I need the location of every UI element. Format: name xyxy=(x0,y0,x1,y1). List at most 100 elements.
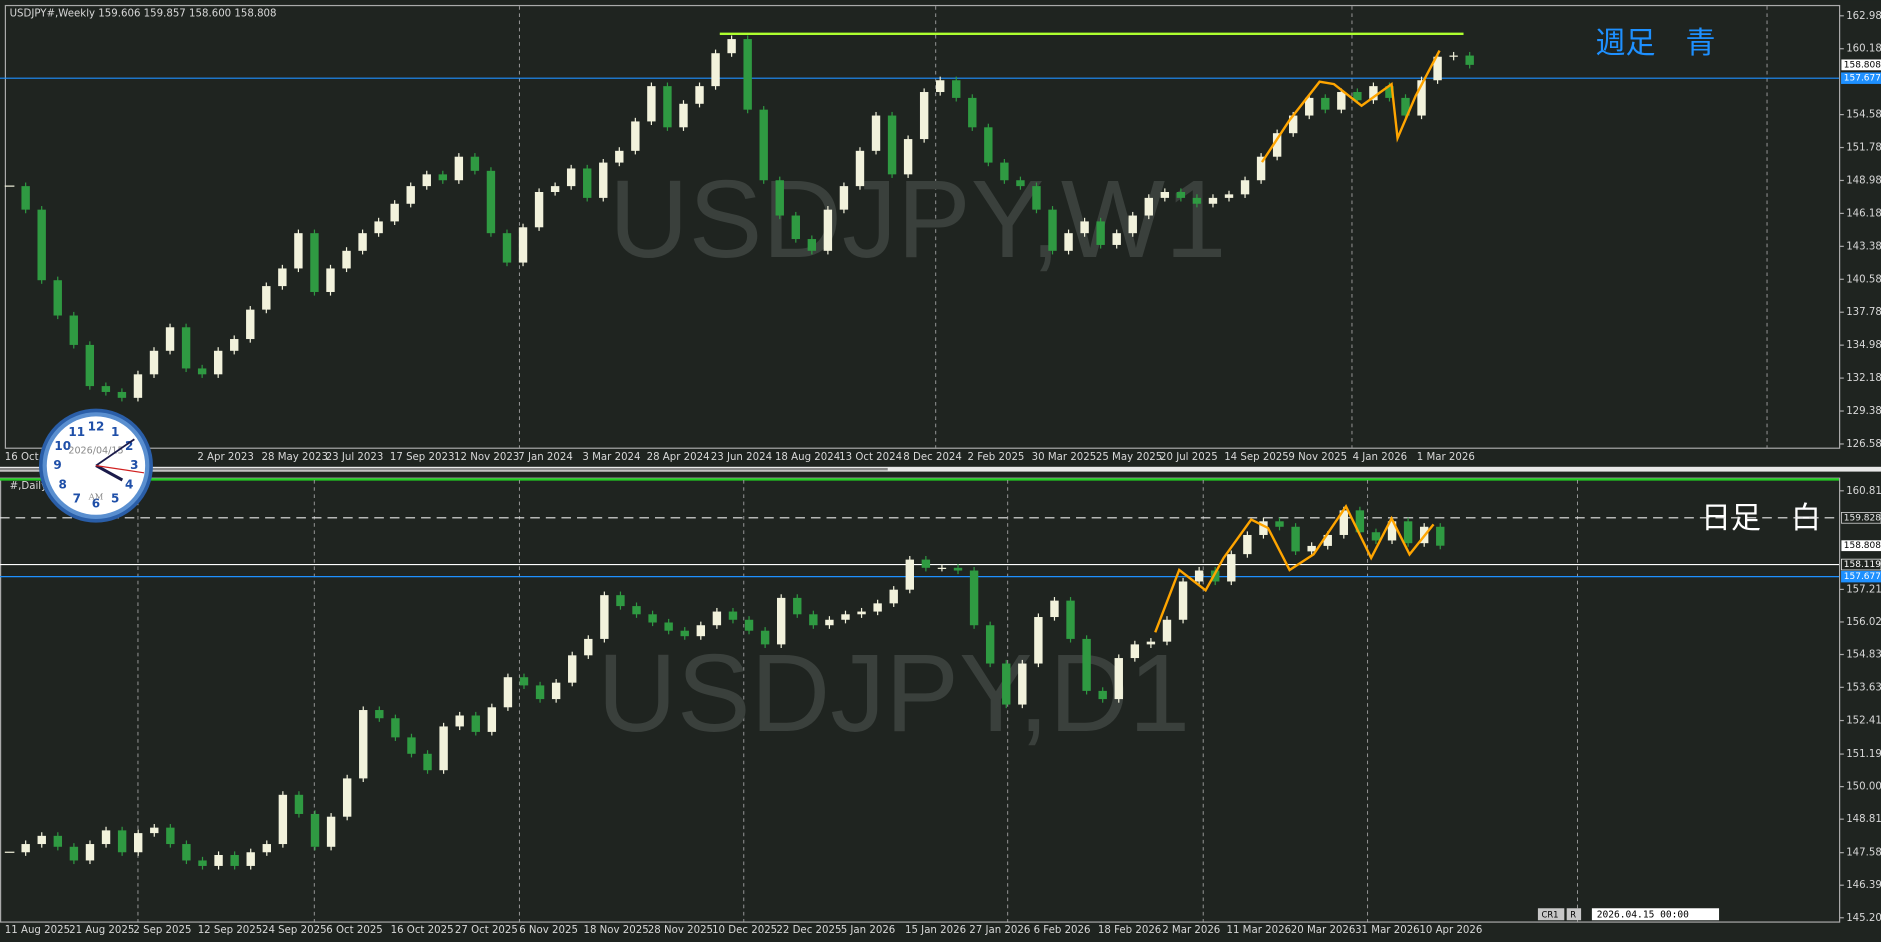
candle xyxy=(647,86,656,122)
candle xyxy=(390,203,399,222)
candle xyxy=(1403,521,1413,544)
candle xyxy=(743,39,752,110)
candle xyxy=(262,286,271,310)
status-box xyxy=(1566,908,1582,921)
plot-layer: USDJPY,W1 USDJPY#,Weekly 159.606 159.857 … xyxy=(0,6,1881,936)
x-tick-label: 6 Feb 2026 xyxy=(1034,925,1091,936)
y-tick-label: 143.380 xyxy=(1846,241,1881,252)
candle xyxy=(117,830,127,853)
candle xyxy=(21,186,30,210)
y-tick-label: 126.580 xyxy=(1846,439,1881,450)
candle xyxy=(968,97,977,128)
candle xyxy=(599,162,608,198)
candle xyxy=(1160,192,1170,198)
status-item: CR1 xyxy=(1542,909,1559,919)
overlay-layer: 157.677 158.808 159.828 158.119 157.677 158.8… xyxy=(38,59,1881,921)
clock-numeral: 5 xyxy=(111,491,119,505)
x-tick-label: 18 Aug 2024 xyxy=(775,452,840,463)
candle xyxy=(1192,197,1202,204)
candle xyxy=(407,737,416,754)
candle xyxy=(695,86,704,104)
candle xyxy=(1064,233,1073,251)
x-tick-label: 30 Mar 2025 xyxy=(1032,452,1097,463)
x-tick-label: 27 Jan 2026 xyxy=(969,925,1030,936)
y-tick-label: 152.415 xyxy=(1846,716,1881,727)
candle xyxy=(1016,180,1025,187)
status-time: 2026.04.15 00:00 xyxy=(1597,909,1689,920)
candle xyxy=(1050,600,1059,618)
y-tick-label: 140.580 xyxy=(1846,274,1881,285)
y-tick-label: 146.180 xyxy=(1846,208,1881,219)
candle xyxy=(841,614,850,620)
panel-label: 週足 青 xyxy=(1595,26,1715,61)
y-tick-label: 150.000 xyxy=(1846,782,1881,793)
candle xyxy=(53,280,62,316)
candle xyxy=(952,80,961,98)
candle xyxy=(37,209,46,281)
x-tick-label: 18 Feb 2026 xyxy=(1098,925,1161,936)
candle xyxy=(1353,92,1362,101)
candle xyxy=(1130,644,1140,659)
candle xyxy=(1449,55,1458,57)
candle xyxy=(566,168,576,187)
candle xyxy=(262,844,271,853)
y-tick-label: 156.020 xyxy=(1846,617,1881,628)
candle xyxy=(648,614,657,623)
clock-numeral: 6 xyxy=(92,496,100,510)
candle xyxy=(1080,221,1089,234)
candle xyxy=(1291,526,1300,552)
x-tick-label: 10 Dec 2025 xyxy=(712,925,777,936)
candle xyxy=(230,854,239,866)
price-tag-label: 157.677 xyxy=(1844,572,1881,582)
candle xyxy=(37,835,46,845)
y-tick-label: 129.380 xyxy=(1846,406,1881,417)
candle xyxy=(921,559,931,568)
candle xyxy=(1162,619,1172,642)
x-tick-label: 12 Sep 2025 xyxy=(198,925,263,936)
candle xyxy=(1048,209,1057,251)
candle xyxy=(423,753,432,771)
candle xyxy=(246,309,255,340)
candle xyxy=(1128,215,1137,234)
candle xyxy=(85,344,95,387)
x-tick-label: 28 May 2023 xyxy=(262,452,328,463)
x-tick-label: 10 Apr 2026 xyxy=(1419,925,1482,936)
candle xyxy=(519,677,529,686)
candle xyxy=(534,192,544,228)
zigzag xyxy=(1154,503,1435,633)
status-item: R xyxy=(1570,909,1576,919)
candle xyxy=(246,852,255,866)
candle xyxy=(4,851,15,853)
candle xyxy=(632,606,641,615)
candle xyxy=(150,827,159,834)
y-tick-label: 148.810 xyxy=(1846,814,1881,825)
clock-hour-hand xyxy=(95,464,124,482)
candle xyxy=(230,339,239,351)
x-tick-label: 20 Mar 2026 xyxy=(1291,925,1356,936)
candle xyxy=(839,186,849,210)
x-tick-label: 22 Dec 2025 xyxy=(776,925,841,936)
candle xyxy=(583,168,592,198)
candle xyxy=(823,209,833,251)
candle xyxy=(1098,690,1107,700)
candle xyxy=(1417,80,1426,116)
x-tick-label: 2 Sep 2025 xyxy=(133,925,191,936)
candle xyxy=(1337,92,1346,110)
candle xyxy=(791,215,800,240)
candle xyxy=(342,778,352,817)
candle xyxy=(294,233,303,269)
clock-numeral: 10 xyxy=(54,439,71,453)
clock-date: 2026/04/15 xyxy=(68,446,123,457)
price-tag-label: 159.828 xyxy=(1844,513,1881,523)
candle xyxy=(887,115,897,175)
candle xyxy=(984,127,993,163)
candle xyxy=(680,630,689,637)
candle xyxy=(1401,97,1410,116)
candle xyxy=(712,611,722,626)
candle xyxy=(663,86,672,128)
candle xyxy=(326,268,335,292)
status-time-box xyxy=(1591,908,1720,921)
y-tick-label: 148.980 xyxy=(1846,175,1881,186)
candle xyxy=(391,718,400,738)
